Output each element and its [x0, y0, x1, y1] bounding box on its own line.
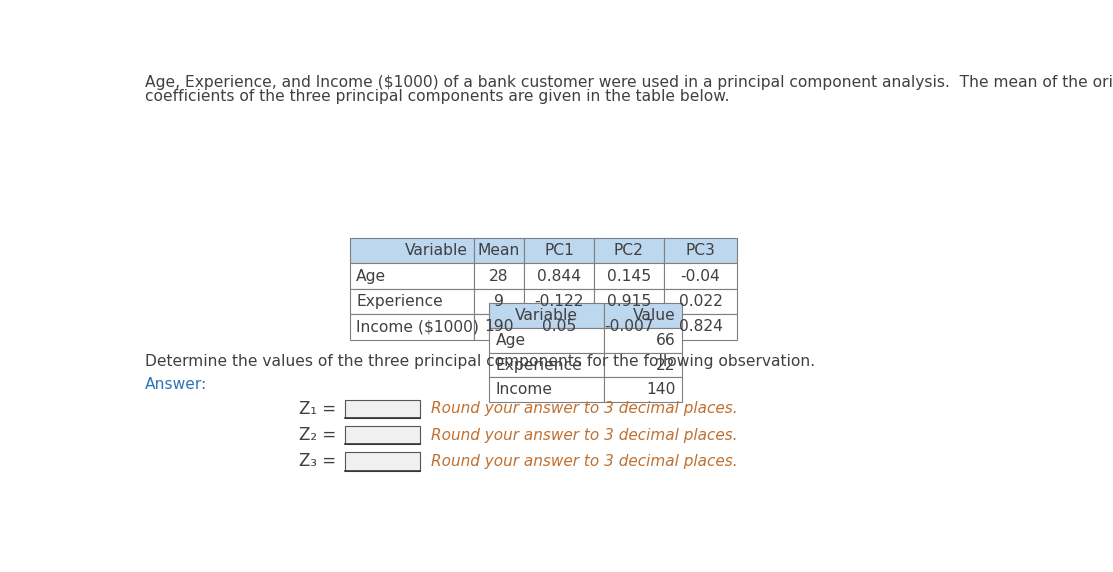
Text: 28: 28 [490, 269, 509, 284]
Bar [349, 289, 474, 314]
Text: Determine the values of the three principal components for the following observa: Determine the values of the three princi… [146, 353, 816, 368]
Bar [663, 264, 738, 289]
Bar [594, 238, 663, 264]
Text: PC1: PC1 [544, 243, 574, 258]
Bar [490, 353, 604, 378]
Text: Income: Income [495, 382, 553, 397]
Text: -0.04: -0.04 [681, 269, 720, 284]
Bar [524, 289, 594, 314]
Bar [524, 314, 594, 340]
Text: Z₃ =: Z₃ = [299, 452, 336, 470]
Text: -0.122: -0.122 [534, 294, 584, 309]
Bar [345, 452, 421, 471]
Bar [474, 314, 524, 340]
Text: Z₁ =: Z₁ = [299, 400, 336, 418]
Bar [604, 378, 681, 402]
Text: 0.844: 0.844 [538, 269, 581, 284]
Bar [345, 426, 421, 444]
Text: 0.824: 0.824 [679, 320, 722, 335]
Text: 22: 22 [656, 358, 676, 372]
Text: Age: Age [356, 269, 386, 284]
Text: 140: 140 [646, 382, 676, 397]
Text: Mean: Mean [477, 243, 520, 258]
Bar [474, 289, 524, 314]
Bar [349, 314, 474, 340]
Bar [594, 289, 663, 314]
Text: Answer:: Answer: [146, 376, 208, 392]
Text: Variable: Variable [405, 243, 467, 258]
Bar [474, 264, 524, 289]
Bar [604, 328, 681, 353]
Bar [663, 314, 738, 340]
Text: 190: 190 [484, 320, 514, 335]
Bar [345, 400, 421, 418]
Bar [594, 314, 663, 340]
Text: 9: 9 [494, 294, 504, 309]
Bar [594, 264, 663, 289]
Text: coefficients of the three principal components are given in the table below.: coefficients of the three principal comp… [146, 89, 730, 104]
Bar [604, 304, 681, 328]
Bar [663, 238, 738, 264]
Text: 0.022: 0.022 [679, 294, 722, 309]
Text: Income ($1000): Income ($1000) [356, 320, 479, 335]
Bar [349, 238, 474, 264]
Text: 66: 66 [656, 333, 676, 348]
Bar [490, 304, 604, 328]
Bar [490, 328, 604, 353]
Text: Experience: Experience [356, 294, 443, 309]
Bar [524, 238, 594, 264]
Bar [474, 238, 524, 264]
Text: Experience: Experience [495, 358, 582, 372]
Bar [349, 264, 474, 289]
Text: Age, Experience, and Income ($1000) of a bank customer were used in a principal : Age, Experience, and Income ($1000) of a… [146, 75, 1113, 90]
Text: 0.915: 0.915 [607, 294, 651, 309]
Text: 0.145: 0.145 [607, 269, 651, 284]
Text: Age: Age [495, 333, 525, 348]
Text: Round your answer to 3 decimal places.: Round your answer to 3 decimal places. [432, 402, 738, 416]
Text: PC3: PC3 [686, 243, 716, 258]
Text: 0.05: 0.05 [542, 320, 577, 335]
Text: Value: Value [632, 308, 676, 323]
Text: -0.007: -0.007 [604, 320, 653, 335]
Text: Round your answer to 3 decimal places.: Round your answer to 3 decimal places. [432, 454, 738, 469]
Bar [604, 353, 681, 378]
Bar [524, 264, 594, 289]
Text: Variable: Variable [515, 308, 579, 323]
Text: Z₂ =: Z₂ = [298, 426, 336, 444]
Text: PC2: PC2 [614, 243, 643, 258]
Text: Round your answer to 3 decimal places.: Round your answer to 3 decimal places. [432, 428, 738, 443]
Bar [663, 289, 738, 314]
Bar [490, 378, 604, 402]
